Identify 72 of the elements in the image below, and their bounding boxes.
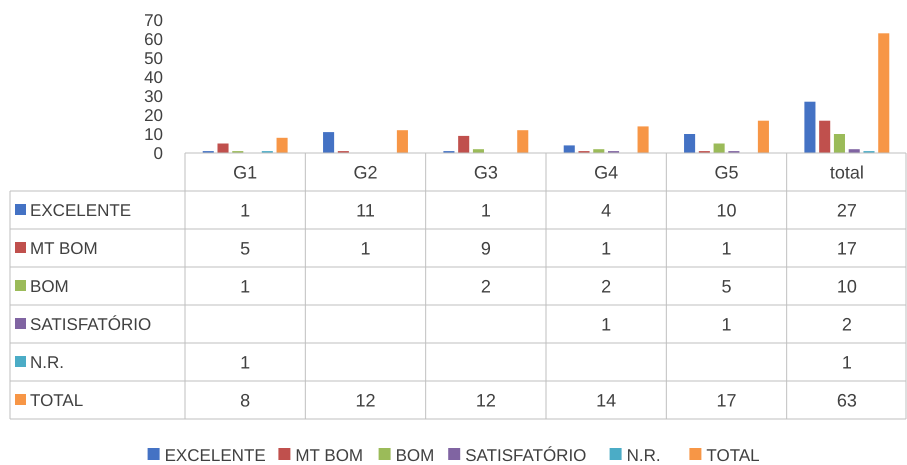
y-tick-label: 20	[144, 106, 163, 125]
legend-label: N.R.	[30, 352, 64, 372]
x-tick-label: total	[830, 162, 864, 182]
y-tick-label: 40	[144, 68, 163, 87]
bar	[638, 126, 649, 153]
text: BOM	[396, 446, 434, 465]
data-label: 27	[836, 200, 857, 220]
data-label: 1	[240, 200, 250, 220]
data-label: 1	[240, 352, 250, 372]
data-label: 11	[356, 200, 375, 220]
data-label: 10	[836, 276, 857, 296]
text: EXCELENTE	[164, 446, 266, 465]
y-tick-label: 10	[144, 124, 163, 144]
legend-label: EXCELENTE	[30, 200, 132, 220]
bar	[878, 33, 890, 153]
y-tick-label: 0	[154, 144, 163, 163]
x-tick-label: G2	[353, 162, 378, 182]
legend-label: SATISFATÓRIO	[465, 446, 586, 465]
legend-label: BOM	[30, 276, 69, 296]
bar	[834, 134, 845, 153]
data-label: 12	[355, 390, 376, 410]
bar	[517, 130, 528, 153]
x-tick-label: G4	[594, 162, 618, 182]
data-label: 1	[240, 276, 250, 296]
data-label: 17	[716, 390, 737, 410]
data-label: 9	[480, 238, 491, 258]
y-tick-label: 30	[144, 86, 163, 106]
bar	[396, 130, 408, 153]
data-label: 2	[601, 276, 612, 296]
data-label: 8	[240, 390, 250, 410]
data-label: 10	[716, 200, 737, 220]
data-label: 4	[601, 200, 612, 220]
x-tick-label: G1	[233, 162, 258, 182]
bar	[458, 136, 470, 153]
text: SATISFATÓRIO	[30, 314, 152, 334]
bar	[684, 134, 696, 153]
legend-label: TOTAL	[706, 446, 760, 465]
data-label: 2	[480, 276, 491, 296]
data-label: 1	[721, 238, 732, 258]
bar	[804, 102, 816, 153]
bar	[758, 120, 769, 153]
data-label: 1	[842, 352, 852, 372]
data-label: 2	[842, 314, 852, 334]
y-tick-label: 70	[144, 10, 163, 30]
text: TOTAL	[30, 390, 84, 410]
bar	[848, 149, 860, 153]
x-tick-label: G5	[714, 162, 739, 182]
bar	[819, 120, 830, 153]
data-label: 12	[476, 390, 496, 410]
bar	[564, 145, 575, 153]
y-tick-label: 50	[144, 48, 163, 68]
data-label: 1	[601, 238, 612, 258]
data-label: 1	[480, 200, 491, 220]
data-label: 1	[601, 314, 612, 334]
bar	[323, 132, 334, 153]
text: MT BOM	[295, 446, 364, 465]
data-label: 5	[240, 238, 250, 258]
data-label: 1	[721, 314, 732, 334]
data-label: 17	[836, 238, 857, 258]
bar	[714, 144, 725, 153]
legend-label: MT BOM	[30, 238, 98, 258]
text: N.R.	[626, 446, 661, 465]
bar	[217, 144, 229, 153]
data-label: 63	[836, 390, 857, 410]
y-tick-label: 60	[144, 30, 163, 49]
data-label: 1	[360, 238, 371, 258]
bar	[472, 149, 484, 153]
bar	[593, 149, 604, 153]
data-label: 14	[596, 390, 616, 410]
data-label: 5	[721, 276, 732, 296]
x-tick-label: G3	[474, 162, 498, 182]
bar	[276, 138, 288, 153]
